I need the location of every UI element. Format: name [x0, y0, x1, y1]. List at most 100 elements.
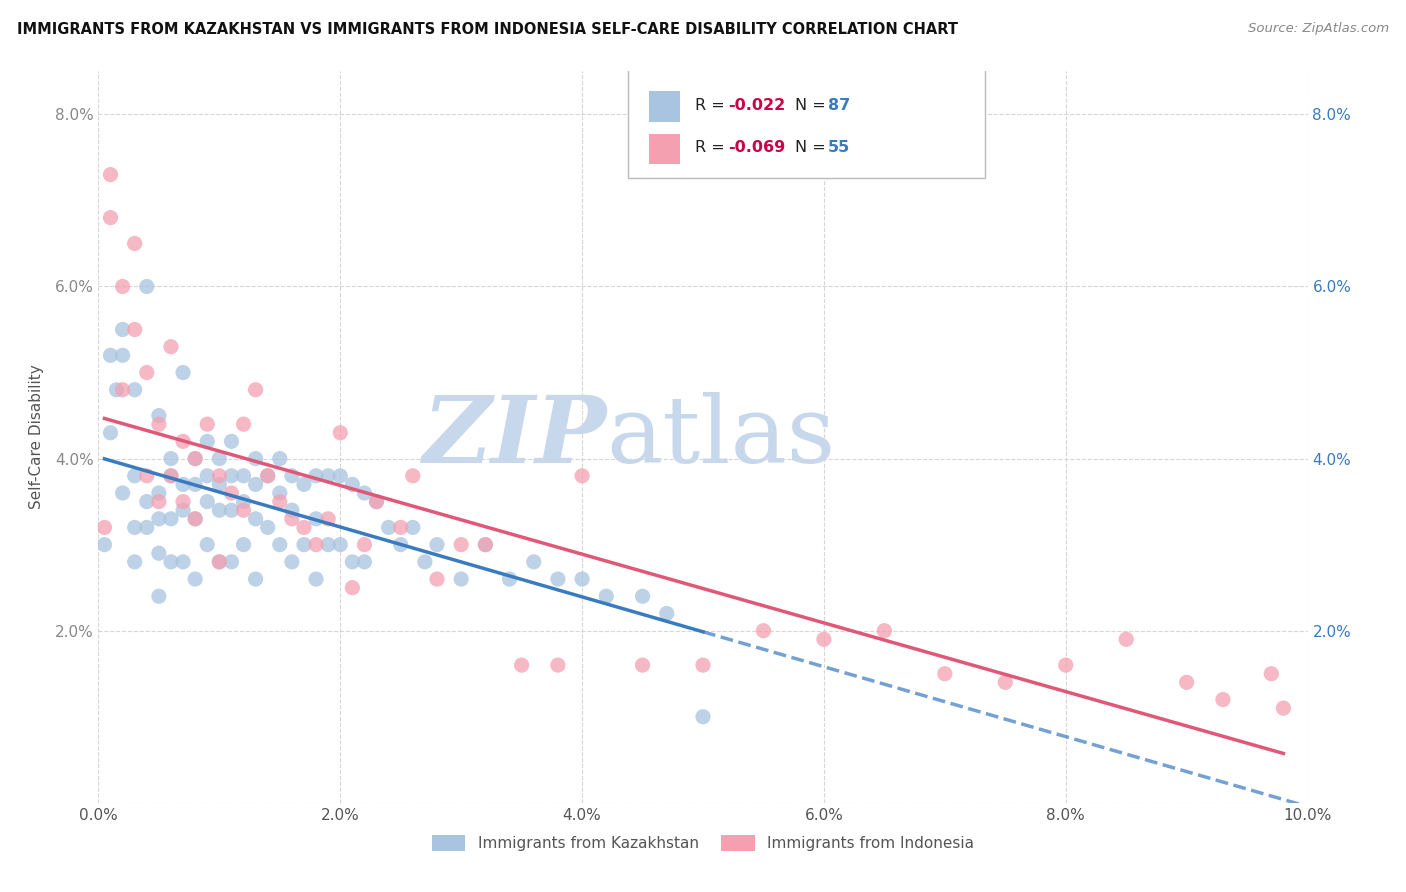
Legend: Immigrants from Kazakhstan, Immigrants from Indonesia: Immigrants from Kazakhstan, Immigrants f…: [426, 829, 980, 857]
FancyBboxPatch shape: [628, 68, 984, 178]
Point: [692, 658, 714, 673]
Point: [426, 572, 449, 586]
Point: [571, 572, 593, 586]
Point: [281, 512, 304, 526]
Point: [934, 666, 956, 681]
Point: [342, 477, 364, 491]
Text: -0.069: -0.069: [728, 140, 786, 155]
Y-axis label: Self-Care Disability: Self-Care Disability: [28, 365, 44, 509]
Point: [474, 538, 496, 552]
Point: [523, 555, 546, 569]
Point: [160, 340, 183, 354]
Point: [342, 555, 364, 569]
Point: [208, 451, 231, 466]
Text: 55: 55: [828, 140, 849, 155]
Point: [184, 451, 207, 466]
Point: [148, 409, 170, 423]
Point: [160, 468, 183, 483]
Point: [752, 624, 775, 638]
Point: [245, 477, 267, 491]
Point: [342, 581, 364, 595]
Point: [316, 538, 339, 552]
Point: [402, 468, 425, 483]
Point: [100, 348, 122, 362]
Point: [100, 168, 122, 182]
Point: [595, 589, 617, 603]
Point: [873, 624, 896, 638]
Point: [329, 425, 352, 440]
Point: [221, 468, 243, 483]
Point: [195, 494, 218, 508]
Point: [269, 486, 291, 500]
Point: [221, 555, 243, 569]
Point: [93, 520, 115, 534]
Point: [160, 555, 183, 569]
Point: [1260, 666, 1282, 681]
Point: [208, 468, 231, 483]
Point: [111, 486, 134, 500]
Point: [172, 434, 194, 449]
Point: [245, 451, 267, 466]
Point: [571, 468, 593, 483]
Point: [450, 572, 472, 586]
Point: [426, 538, 449, 552]
Point: [221, 434, 243, 449]
Point: [655, 607, 678, 621]
Point: [172, 477, 194, 491]
Point: [281, 555, 304, 569]
Point: [547, 658, 569, 673]
Point: [232, 468, 254, 483]
Point: [184, 572, 207, 586]
Point: [124, 383, 146, 397]
Point: [245, 512, 267, 526]
Text: Source: ZipAtlas.com: Source: ZipAtlas.com: [1249, 22, 1389, 36]
Point: [195, 468, 218, 483]
Text: R =: R =: [695, 97, 730, 112]
Point: [389, 538, 412, 552]
Point: [292, 520, 315, 534]
Point: [305, 572, 328, 586]
Point: [305, 538, 328, 552]
Point: [208, 555, 231, 569]
Point: [135, 468, 157, 483]
Point: [232, 417, 254, 432]
Point: [450, 538, 472, 552]
Point: [148, 512, 170, 526]
Point: [208, 503, 231, 517]
Point: [111, 383, 134, 397]
Point: [221, 486, 243, 500]
Point: [124, 520, 146, 534]
Point: [692, 710, 714, 724]
Point: [232, 538, 254, 552]
Point: [498, 572, 520, 586]
Point: [148, 546, 170, 560]
Point: [402, 520, 425, 534]
Point: [245, 572, 267, 586]
Bar: [648, 91, 681, 122]
Point: [256, 520, 278, 534]
Text: atlas: atlas: [606, 392, 835, 482]
Text: N =: N =: [794, 140, 831, 155]
Point: [245, 383, 267, 397]
Point: [1054, 658, 1077, 673]
Point: [195, 417, 218, 432]
Point: [135, 366, 157, 380]
Point: [160, 451, 183, 466]
Point: [366, 494, 388, 508]
Point: [184, 477, 207, 491]
Point: [100, 425, 122, 440]
Point: [1212, 692, 1234, 706]
Point: [269, 494, 291, 508]
Point: [100, 211, 122, 225]
Point: [305, 468, 328, 483]
Point: [148, 486, 170, 500]
Point: [256, 468, 278, 483]
Point: [1115, 632, 1137, 647]
Point: [316, 468, 339, 483]
Point: [1272, 701, 1295, 715]
Point: [111, 348, 134, 362]
Point: [329, 538, 352, 552]
Point: [389, 520, 412, 534]
Point: [172, 494, 194, 508]
Point: [184, 512, 207, 526]
